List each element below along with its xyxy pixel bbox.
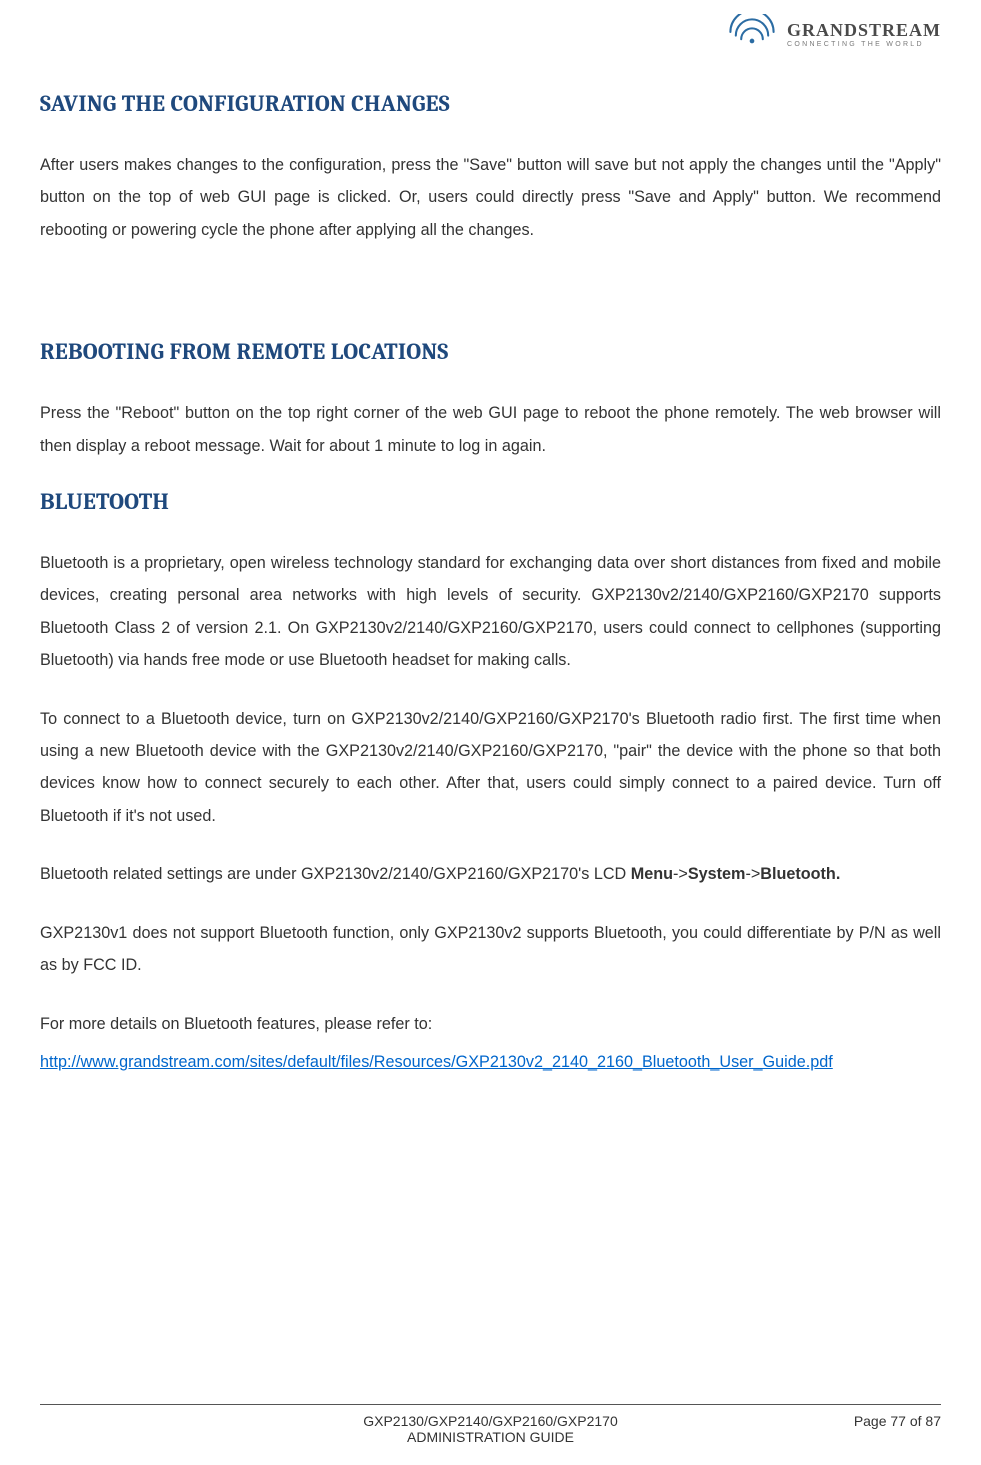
menu-path-menu: Menu	[631, 865, 673, 883]
paragraph-bluetooth-2: To connect to a Bluetooth device, turn o…	[40, 703, 941, 833]
footer-center: GXP2130/GXP2140/GXP2160/GXP2170 ADMINIST…	[40, 1413, 941, 1445]
paragraph-bluetooth-4: GXP2130v1 does not support Bluetooth fun…	[40, 917, 941, 982]
brand-tagline: CONNECTING THE WORLD	[787, 41, 941, 48]
bluetooth-guide-link[interactable]: http://www.grandstream.com/sites/default…	[40, 1053, 833, 1071]
paragraph-rebooting: Press the "Reboot" button on the top rig…	[40, 397, 941, 462]
brand-logo: GRANDSTREAM CONNECTING THE WORLD	[725, 14, 941, 55]
heading-rebooting: REBOOTING FROM REMOTE LOCATIONS	[40, 338, 941, 365]
logo-text: GRANDSTREAM CONNECTING THE WORLD	[787, 21, 941, 48]
document-page: GRANDSTREAM CONNECTING THE WORLD SAVING …	[0, 0, 981, 1465]
page-footer: GXP2130/GXP2140/GXP2160/GXP2170 ADMINIST…	[40, 1404, 941, 1429]
paragraph-saving: After users makes changes to the configu…	[40, 149, 941, 246]
menu-path-sep1: ->	[673, 865, 688, 883]
bt-settings-pre: Bluetooth related settings are under GXP…	[40, 865, 631, 883]
paragraph-bluetooth-link: http://www.grandstream.com/sites/default…	[40, 1046, 941, 1078]
spacer	[40, 272, 941, 312]
paragraph-bluetooth-3: Bluetooth related settings are under GXP…	[40, 858, 941, 890]
heading-bluetooth: BLUETOOTH	[40, 488, 941, 515]
brand-name: GRANDSTREAM	[787, 21, 941, 39]
paragraph-bluetooth-5: For more details on Bluetooth features, …	[40, 1008, 941, 1040]
menu-path-system: System	[688, 865, 746, 883]
paragraph-bluetooth-1: Bluetooth is a proprietary, open wireles…	[40, 547, 941, 677]
page-content: SAVING THE CONFIGURATION CHANGES After u…	[40, 90, 941, 1078]
logo-mark-icon	[725, 14, 779, 55]
footer-title-line2: ADMINISTRATION GUIDE	[407, 1429, 574, 1445]
heading-saving: SAVING THE CONFIGURATION CHANGES	[40, 90, 941, 117]
footer-title-line1: GXP2130/GXP2140/GXP2160/GXP2170	[363, 1413, 618, 1429]
menu-path-bluetooth: Bluetooth.	[760, 865, 840, 883]
menu-path-sep2: ->	[745, 865, 760, 883]
